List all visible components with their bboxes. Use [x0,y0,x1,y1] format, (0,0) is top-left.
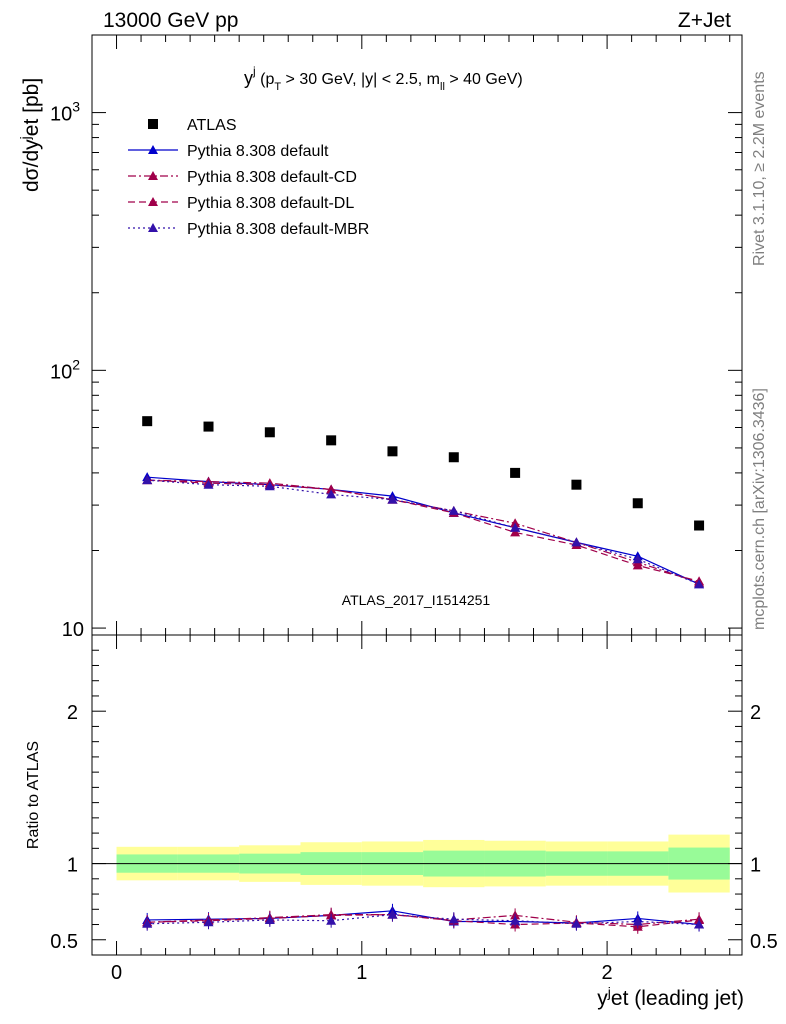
main-y-tick-label: 102 [50,356,80,383]
mc-data-point-4 [571,537,582,547]
mc-data-point-4 [632,554,643,564]
ratio-data-point-3 [326,915,337,925]
mc-series-line-1 [147,476,700,585]
header-energy: 13000 GeV pp [103,9,238,32]
ratio-data-point-3 [203,917,214,927]
mc-series-line-2 [147,479,700,584]
ratio-data-point-3 [571,918,582,928]
atlas-data-point [142,416,153,427]
header-process: Z+Jet [678,9,731,32]
x-tick-label: 0 [111,962,122,984]
ratio-frame [91,634,743,956]
x-tick-label: 1 [356,962,367,984]
mc-data-point-4 [448,505,459,515]
mcplots-label: mcplots.cern.ch [arXiv:1306.3436] [751,388,768,630]
ratio-y-tick-label-left: 2 [67,702,78,724]
ratio-series-line-2 [147,914,700,928]
rivet-label: Rivet 3.1.10, ≥ 2.2M events [751,71,768,266]
analysis-watermark: ATLAS_2017_I1514251 [342,592,491,608]
atlas-data-point [264,427,275,438]
main-y-tick-label: 103 [50,99,80,126]
main-y-tick-label: 10 [62,619,84,641]
legend-entry: Pythia 8.308 default-DL [187,195,354,212]
legend-entry: Pythia 8.308 default-CD [187,169,357,186]
mc-data-point-4 [142,475,153,485]
atlas-data-point [510,467,521,478]
atlas-data-point [387,446,398,457]
atlas-data-point [632,498,643,509]
main-axis-ticks: 10 102 103 [50,34,742,641]
main-y-axis-label: dσ/dyjet [pb] [17,78,43,192]
mc-data-point-4 [694,579,705,589]
mc-data-point-3 [326,484,337,494]
ratio-data-point-3 [632,916,643,926]
legend-marker [148,145,158,154]
mc-data-point-4 [264,481,275,491]
legend-entry: Pythia 8.308 default-MBR [187,221,369,238]
legend-marker-atlas [148,119,158,129]
ratio-panel: 0.5 0.5 1 1 2 2 0 1 2 Ratio to ATLAS yjet (leadi… [25,634,778,1010]
ratio-data-point-3 [264,914,275,924]
mc-data-point-3 [632,560,643,570]
mc-data-point-4 [203,479,214,489]
mc-data-point-4 [387,494,398,504]
main-panel: 10 102 103 yj (pT > 30 GeV, |y| < 2.5, mll… [17,34,743,641]
ratio-y-tick-label-right: 2 [750,702,761,724]
legend-entry: Pythia 8.308 default [187,143,329,160]
ratio-y-axis-label: Ratio to ATLAS [25,741,42,849]
ratio-data-point-3 [387,909,398,919]
ratio-y-tick-label-left: 1 [67,855,78,877]
mc-series-line-4 [147,479,700,585]
ratio-y-tick-label-right: 1 [750,855,761,877]
ratio-axis-ticks: 0.5 0.5 1 1 2 2 0 1 2 [50,635,778,984]
ratio-y-tick-label-right: 0.5 [750,931,778,953]
atlas-data-point [571,479,582,490]
mc-data-point-4 [510,522,521,532]
ratio-data-point-3 [142,918,153,928]
x-tick-label: 2 [602,962,613,984]
atlas-data-point [448,452,459,463]
ratio-series-line-3 [147,914,700,926]
ratio-data-point-3 [510,915,521,925]
ratio-data-point-3 [448,914,459,924]
x-axis-label: yjet (leading jet) [597,984,744,1010]
main-marks [142,416,705,589]
ratio-data-point-3 [694,919,705,929]
mc-data-point-4 [326,489,337,499]
mc-series-line-3 [147,479,700,582]
legend-marker [148,171,158,180]
legend-marker [148,197,158,206]
atlas-data-point [326,435,337,446]
atlas-data-point [694,520,705,531]
mc-data-point-3 [510,527,521,537]
atlas-data-point [203,421,214,432]
main-title: yj (pT > 30 GeV, |y| < 2.5, mll > 40 GeV… [244,64,523,93]
legend-marker [148,223,158,232]
ratio-y-tick-label-left: 0.5 [50,931,78,953]
ratio-marks [92,834,742,934]
legend-entry: ATLAS [187,117,237,134]
legend: ATLAS Pythia 8.308 default Pythia 8.308 de… [128,117,369,238]
